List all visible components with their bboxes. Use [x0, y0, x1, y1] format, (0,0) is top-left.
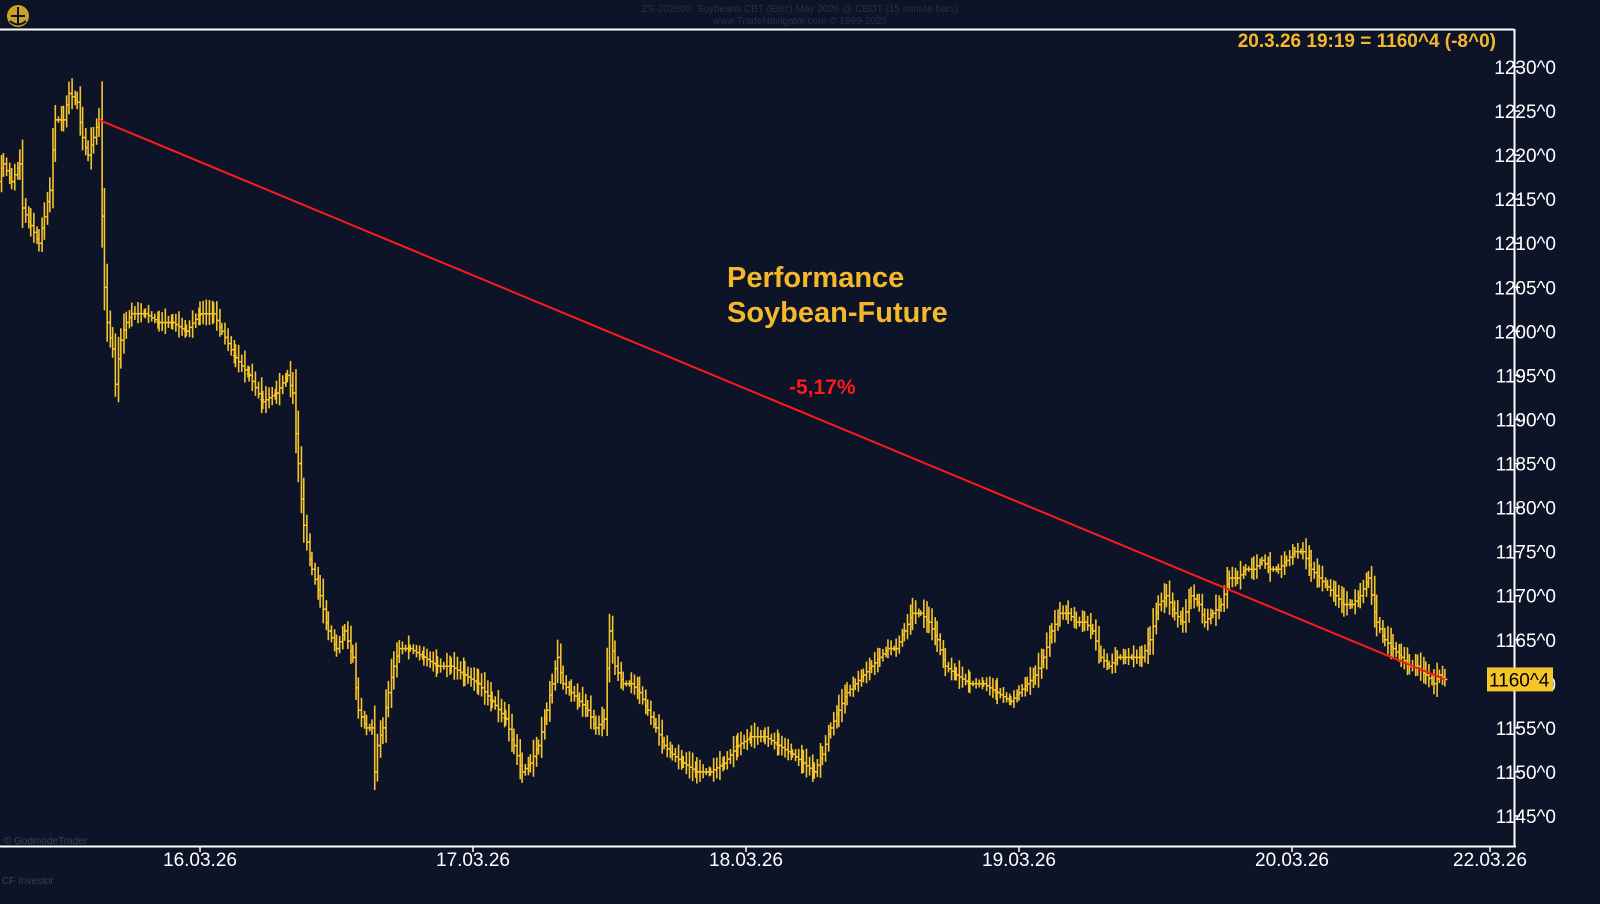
x-tick-label: 18.03.26	[709, 850, 783, 871]
y-tick-label: 1145^0	[1496, 807, 1556, 828]
y-tick-label: 1165^0	[1496, 631, 1556, 652]
annotation-line1: Performance	[727, 262, 904, 294]
y-tick-label: 1195^0	[1496, 366, 1556, 387]
y-tick-label: 1150^0	[1496, 763, 1556, 784]
y-tick-label: 1175^0	[1496, 543, 1556, 564]
x-tick-label: 16.03.26	[163, 850, 237, 871]
x-tick-label: 17.03.26	[436, 850, 510, 871]
x-tick-label: 20.03.26	[1255, 850, 1329, 871]
y-tick-label: 1200^0	[1494, 322, 1556, 343]
footer-left: CF Investor	[2, 876, 54, 887]
trendline	[98, 118, 1446, 681]
y-tick-label: 1155^0	[1496, 719, 1556, 740]
watermark-bottom-left: © GodmodeTrader	[4, 836, 88, 847]
anchor-logo-icon	[7, 5, 29, 27]
price-bars	[0, 78, 1448, 791]
y-tick-label: 1210^0	[1494, 234, 1556, 255]
x-tick-label: 19.03.26	[982, 850, 1056, 871]
trend-change-label: -5,17%	[789, 376, 856, 399]
y-tick-label: 1170^0	[1496, 587, 1556, 608]
y-tick-label: 1230^0	[1494, 58, 1556, 79]
trendline-group	[98, 118, 1446, 681]
y-tick-label: 1215^0	[1494, 190, 1556, 211]
price-readout: 20.3.26 19:19 = 1160^4 (-8^0)	[1238, 31, 1496, 52]
x-tick-label: 22.03.26	[1453, 850, 1527, 871]
x-axis-ticks: 16.03.26 17.03.26 18.03.26 19.03.26 20.03.26…	[163, 846, 1527, 871]
y-tick-label: 1205^0	[1494, 278, 1556, 299]
y-axis-ticks: 1230^0 1225^0 1220^0 1215^0 1210^0 1205^0 1200…	[1494, 58, 1556, 828]
y-tick-label: 1225^0	[1494, 102, 1556, 123]
y-tick-label: 1220^0	[1494, 146, 1556, 167]
y-tick-label: 1190^0	[1496, 410, 1556, 431]
annotation-line2: Soybean-Future	[727, 297, 948, 329]
y-tick-label: 1185^0	[1496, 455, 1556, 476]
last-price-label: 1160^4	[1489, 670, 1550, 691]
chart-header-line2: www.TradeNavigator.com © 1999-2025	[712, 16, 888, 27]
last-price-flag: 1160^4	[1487, 667, 1553, 692]
chart-header-line1: ZS-202605: Soybeans CBT (Elec) May 2026 …	[642, 4, 959, 15]
y-tick-label: 1180^0	[1496, 499, 1556, 520]
